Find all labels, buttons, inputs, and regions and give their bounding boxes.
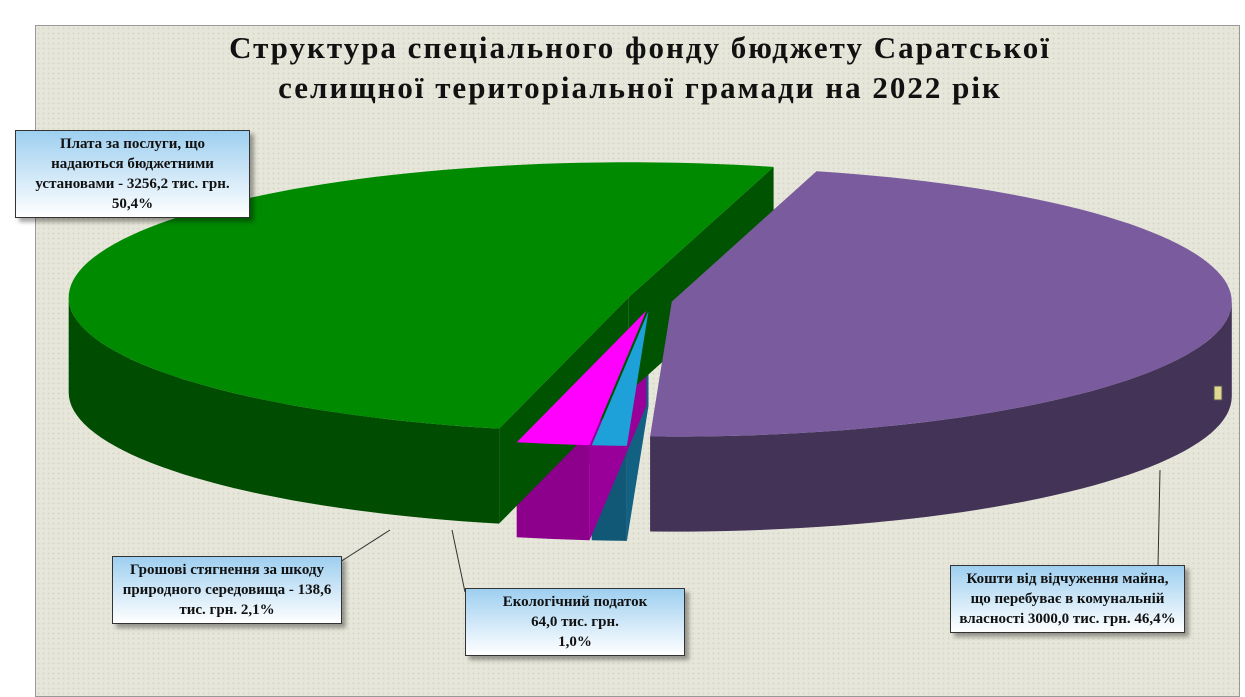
- slice: [650, 171, 1232, 437]
- marker: [1213, 385, 1223, 401]
- data-label: Кошти від відчуження майна, що перебуває…: [950, 565, 1185, 633]
- data-label: Грошові стягнення за шкоду природного се…: [112, 556, 342, 624]
- label-amount: 138,6 тис. грн.: [179, 582, 332, 618]
- leader-line: [1157, 469, 1161, 567]
- label-value: 50,4%: [111, 196, 154, 212]
- label-value: 46,4%: [1134, 611, 1176, 627]
- slice: [591, 311, 649, 446]
- label-value: 1,0%: [558, 634, 592, 650]
- leader-line: [339, 529, 391, 563]
- slice: [68, 162, 774, 429]
- data-label: Плата за послуги, що надаються бюджетним…: [15, 130, 250, 218]
- label-category: Плата за послуги, що надаються бюджетним…: [35, 136, 214, 192]
- label-value: 2,1%: [240, 602, 275, 618]
- label-category: Грошові стягнення за шкоду природного се…: [122, 562, 324, 598]
- label-amount: 3256,2 тис. грн.: [126, 176, 230, 192]
- leader-line: [451, 529, 466, 593]
- label-amount: 3000,0 тис. грн.: [1027, 611, 1131, 627]
- label-amount: 64,0 тис. грн.: [531, 614, 619, 630]
- slice-wall: [650, 301, 1232, 532]
- data-label: Екологічний податок 64,0 тис. грн. 1,0%: [465, 588, 685, 656]
- slice-wall: [68, 297, 500, 524]
- label-category: Екологічний податок: [502, 594, 648, 610]
- label-category: Кошти від відчуження майна, що перебуває…: [959, 571, 1169, 627]
- slice: [516, 310, 647, 446]
- pie: [68, 162, 1232, 541]
- chart-title: Структура спеціального фонду бюджету Сар…: [229, 30, 1051, 105]
